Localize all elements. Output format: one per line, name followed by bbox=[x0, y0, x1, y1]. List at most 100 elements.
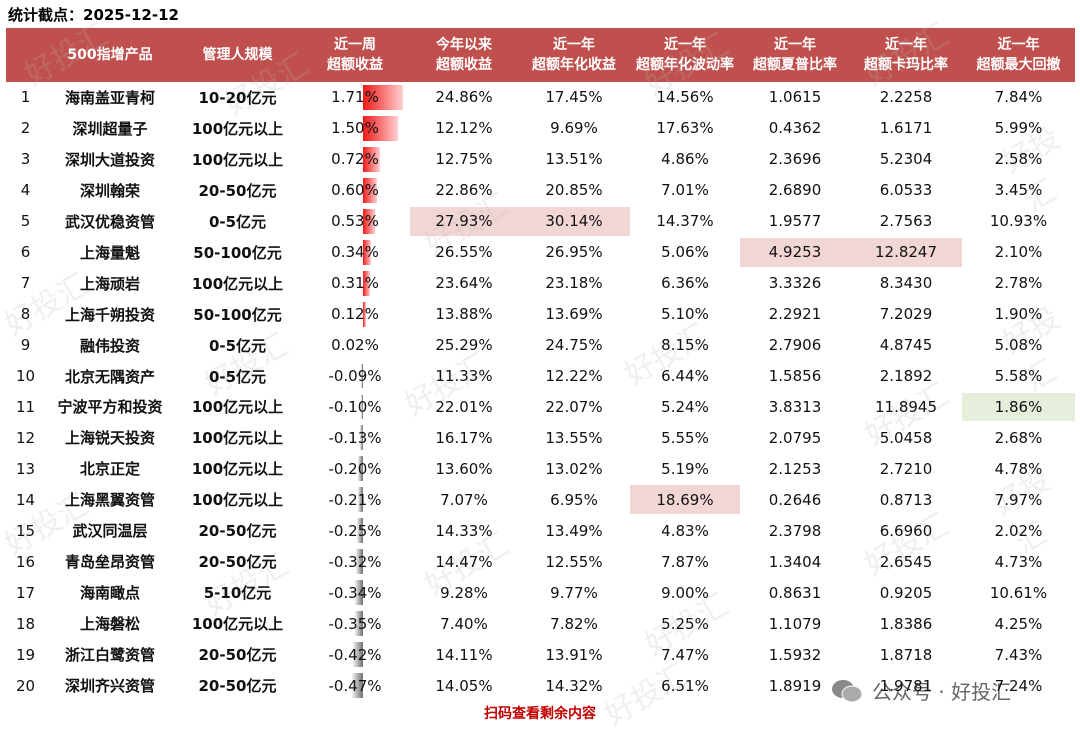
column-header: 500指增产品 bbox=[45, 28, 175, 82]
table-cell: 2 bbox=[20, 119, 31, 138]
table-cell: 13 bbox=[15, 459, 36, 478]
table-cell: 14.11% bbox=[435, 645, 493, 664]
data-bar bbox=[357, 518, 363, 544]
table-cell: 50-100亿元 bbox=[193, 305, 282, 324]
header-line: 超额收益 bbox=[436, 57, 492, 73]
data-bar bbox=[363, 239, 371, 265]
table-cell: 5-10亿元 bbox=[203, 584, 272, 603]
badge-text: 公众号 · 好投汇 bbox=[872, 680, 1012, 704]
table-cell: 100亿元以上 bbox=[191, 119, 284, 138]
table-cell: 2.6890 bbox=[768, 181, 822, 200]
table-cell: 17 bbox=[15, 583, 36, 602]
table-cell: 5.06% bbox=[661, 243, 709, 262]
highlight bbox=[850, 237, 962, 267]
table-cell: 深圳超量子 bbox=[72, 119, 148, 138]
table-cell: 武汉优稳资管 bbox=[64, 212, 155, 231]
header-line: 今年以来 bbox=[436, 37, 492, 53]
table-cell: 0-5亿元 bbox=[208, 336, 267, 355]
table-cell: 9 bbox=[20, 336, 31, 355]
table-cell: 1.90% bbox=[994, 305, 1043, 324]
table-cell: 1.6171 bbox=[879, 119, 933, 138]
table-cell: 11.8945 bbox=[874, 397, 938, 416]
wechat-icon bbox=[832, 679, 863, 702]
column-header: 近一年 超额年化波动率 bbox=[630, 28, 740, 82]
badge: 公众号 · 好投汇 bbox=[830, 676, 1011, 705]
data-bar bbox=[363, 301, 366, 327]
table-cell: 18.69% bbox=[656, 490, 714, 509]
data-bar bbox=[363, 270, 371, 296]
table-cell: -0.13% bbox=[328, 428, 382, 447]
table-cell: 25.29% bbox=[435, 336, 493, 355]
table-cell: 10-20亿元 bbox=[198, 88, 277, 107]
table-cell: 2.7563 bbox=[879, 212, 933, 231]
header-line: 管理人规模 bbox=[202, 47, 273, 63]
table-cell: 20-50亿元 bbox=[198, 553, 277, 572]
table-cell: 上海磐松 bbox=[79, 615, 140, 634]
table-cell: 23.18% bbox=[545, 274, 603, 293]
table-cell: -0.20% bbox=[328, 459, 382, 478]
header-line: 近一年 bbox=[664, 37, 706, 53]
table-cell: 0.53% bbox=[331, 212, 379, 231]
table-cell: 11.33% bbox=[435, 367, 493, 386]
table-cell: 15 bbox=[15, 521, 36, 540]
table-cell: 14.47% bbox=[435, 552, 493, 571]
table-cell: -0.47% bbox=[328, 676, 382, 695]
table-cell: 6.6960 bbox=[879, 521, 933, 540]
data-bar bbox=[355, 580, 363, 606]
table-cell: -0.25% bbox=[328, 521, 382, 540]
table-cell: 9.28% bbox=[440, 583, 488, 602]
table-cell: 5.10% bbox=[661, 305, 709, 324]
table-cell: 0.4362 bbox=[768, 119, 822, 138]
column-header: 近一年 超额夏普比率 bbox=[740, 28, 850, 82]
data-bar bbox=[358, 456, 363, 482]
data-bar bbox=[358, 487, 363, 513]
table-cell: -0.10% bbox=[328, 397, 382, 416]
table-cell: 7.40% bbox=[440, 614, 488, 633]
table-cell: 1.9781 bbox=[879, 676, 933, 695]
table-cell: 0.8631 bbox=[768, 583, 822, 602]
table-cell: 0.60% bbox=[331, 181, 379, 200]
table-cell: 1.71% bbox=[331, 88, 379, 107]
table-cell: 30.14% bbox=[545, 212, 603, 231]
table-cell: 50-100亿元 bbox=[193, 243, 282, 262]
table-cell: 7.07% bbox=[440, 490, 488, 509]
table-cell: 2.7210 bbox=[879, 459, 933, 478]
table-cell: 18 bbox=[15, 614, 36, 633]
table-cell: 100亿元以上 bbox=[191, 274, 284, 293]
table-cell: 6.51% bbox=[661, 676, 709, 695]
table-cell: 北京无隅资产 bbox=[64, 367, 155, 386]
table-cell: 24.75% bbox=[545, 336, 603, 355]
table-cell: 0.2646 bbox=[768, 490, 822, 509]
table-cell: 26.55% bbox=[435, 243, 493, 262]
table-cell: 17.63% bbox=[656, 119, 714, 138]
table-cell: 0-5亿元 bbox=[208, 367, 267, 386]
column-header bbox=[6, 28, 45, 82]
table-cell: 20-50亿元 bbox=[198, 646, 277, 665]
table-cell: 浙江白鹭资管 bbox=[64, 646, 155, 665]
table-cell: 融伟投资 bbox=[79, 336, 140, 355]
table-cell: 1.3404 bbox=[768, 552, 822, 571]
table-cell: 5.25% bbox=[661, 614, 709, 633]
table-cell: 7 bbox=[20, 274, 31, 293]
table-cell: 20-50亿元 bbox=[198, 677, 277, 696]
footer-text: 扫码查看剩余内容 bbox=[484, 706, 596, 722]
table-cell: 1.8386 bbox=[879, 614, 933, 633]
table-cell: 26.95% bbox=[545, 243, 603, 262]
table-cell: 6 bbox=[20, 243, 31, 262]
table-cell: 海南盖亚青柯 bbox=[64, 88, 155, 107]
table-cell: 10.61% bbox=[989, 583, 1048, 602]
table-cell: 1.8919 bbox=[768, 676, 822, 695]
table-cell: 2.2921 bbox=[768, 305, 822, 324]
table-cell: 4 bbox=[20, 181, 31, 200]
table-cell: 深圳大道投资 bbox=[64, 150, 155, 169]
table-cell: 2.7906 bbox=[768, 336, 822, 355]
table-cell: 13.60% bbox=[435, 459, 493, 478]
table-cell: 上海量魁 bbox=[79, 243, 140, 262]
data-bar bbox=[359, 425, 363, 451]
table-cell: 7.43% bbox=[994, 645, 1043, 664]
table-cell: 6.44% bbox=[661, 367, 709, 386]
table-cell: 20-50亿元 bbox=[198, 181, 277, 200]
data-bar bbox=[363, 146, 380, 172]
table-cell: 上海千朔投资 bbox=[64, 305, 155, 324]
table-cell: 14.33% bbox=[435, 521, 493, 540]
